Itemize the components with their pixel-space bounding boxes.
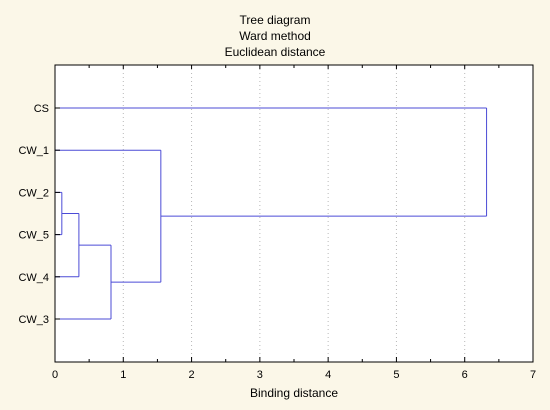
- plot-area: [55, 65, 533, 362]
- grid-lines: [122, 65, 466, 362]
- x-tick-label: 2: [189, 369, 195, 381]
- x-tick-label: 5: [393, 369, 399, 381]
- x-tick-label: 0: [52, 369, 58, 381]
- leaf-labels: CS CW_1 CW_2 CW_5 CW_4 CW_3: [18, 103, 60, 326]
- title-line-3: Euclidean distance: [225, 45, 326, 59]
- leaf-label: CW_4: [18, 272, 49, 284]
- leaf-label: CW_2: [18, 187, 49, 199]
- chart-title: Tree diagram Ward method Euclidean dista…: [225, 13, 326, 59]
- x-axis-ticks: 0 1 2 3 4 5 6 7: [52, 65, 536, 381]
- x-tick-label: 1: [120, 369, 126, 381]
- leaf-label: CW_1: [18, 145, 49, 157]
- x-tick-label: 3: [257, 369, 263, 381]
- x-tick-label: 7: [530, 369, 536, 381]
- x-tick-label: 6: [462, 369, 468, 381]
- x-axis-label: Binding distance: [250, 386, 338, 400]
- title-line-2: Ward method: [239, 29, 311, 43]
- leaf-label: CW_3: [18, 314, 49, 326]
- title-line-1: Tree diagram: [240, 13, 311, 27]
- leaf-label: CW_5: [18, 230, 49, 242]
- leaf-label: CS: [34, 103, 49, 115]
- x-tick-label: 4: [325, 369, 331, 381]
